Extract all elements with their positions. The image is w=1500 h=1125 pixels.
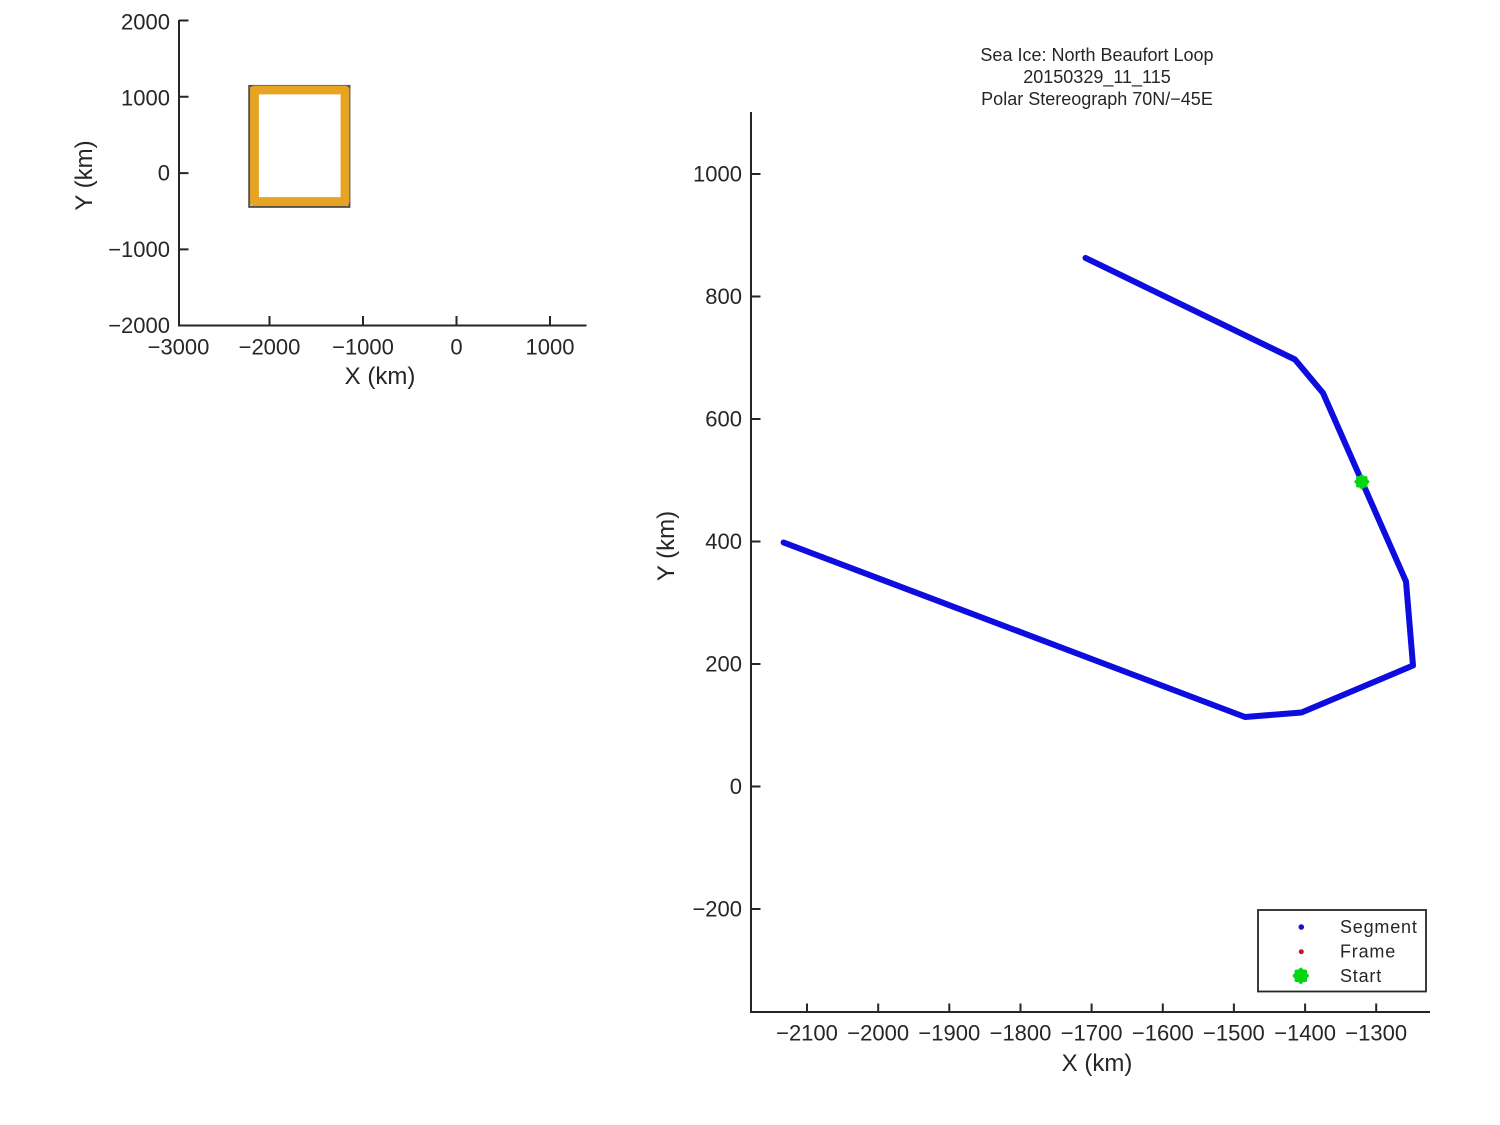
svg-text:−1000: −1000 (332, 335, 394, 360)
svg-text:2000: 2000 (121, 10, 170, 35)
svg-text:−200: −200 (692, 897, 742, 922)
svg-text:−1000: −1000 (108, 237, 170, 262)
svg-text:−1400: −1400 (1274, 1021, 1336, 1046)
svg-text:Frame: Frame (1340, 942, 1396, 962)
svg-text:−1800: −1800 (990, 1021, 1052, 1046)
svg-text:−2000: −2000 (847, 1021, 909, 1046)
svg-text:−1300: −1300 (1345, 1021, 1407, 1046)
svg-text:−1700: −1700 (1061, 1021, 1123, 1046)
svg-text:Y (km): Y (km) (653, 511, 680, 581)
svg-text:0: 0 (730, 774, 742, 799)
svg-text:−3000: −3000 (148, 335, 210, 360)
svg-text:−1900: −1900 (918, 1021, 980, 1046)
svg-text:0: 0 (450, 335, 462, 360)
svg-text:20150329_11_115: 20150329_11_115 (1023, 67, 1171, 88)
svg-text:−2100: −2100 (776, 1021, 838, 1046)
svg-text:1000: 1000 (121, 85, 170, 110)
svg-text:Segment: Segment (1340, 917, 1418, 937)
svg-text:−1500: −1500 (1203, 1021, 1265, 1046)
svg-text:X (km): X (km) (1062, 1050, 1133, 1077)
svg-text:X (km): X (km) (345, 363, 416, 390)
svg-text:−2000: −2000 (239, 335, 301, 360)
svg-text:−2000: −2000 (108, 313, 170, 338)
svg-text:600: 600 (705, 407, 742, 432)
svg-text:Start: Start (1340, 966, 1382, 986)
svg-text:Polar Stereograph 70N/−45E: Polar Stereograph 70N/−45E (981, 89, 1213, 109)
svg-text:0: 0 (158, 161, 170, 186)
svg-text:Sea Ice: North Beaufort Loop: Sea Ice: North Beaufort Loop (980, 45, 1213, 65)
svg-text:800: 800 (705, 284, 742, 309)
svg-text:Y (km): Y (km) (71, 140, 98, 210)
svg-text:1000: 1000 (526, 335, 575, 360)
svg-text:−1600: −1600 (1132, 1021, 1194, 1046)
svg-text:200: 200 (705, 652, 742, 677)
svg-text:1000: 1000 (693, 162, 742, 187)
svg-text:400: 400 (705, 529, 742, 554)
